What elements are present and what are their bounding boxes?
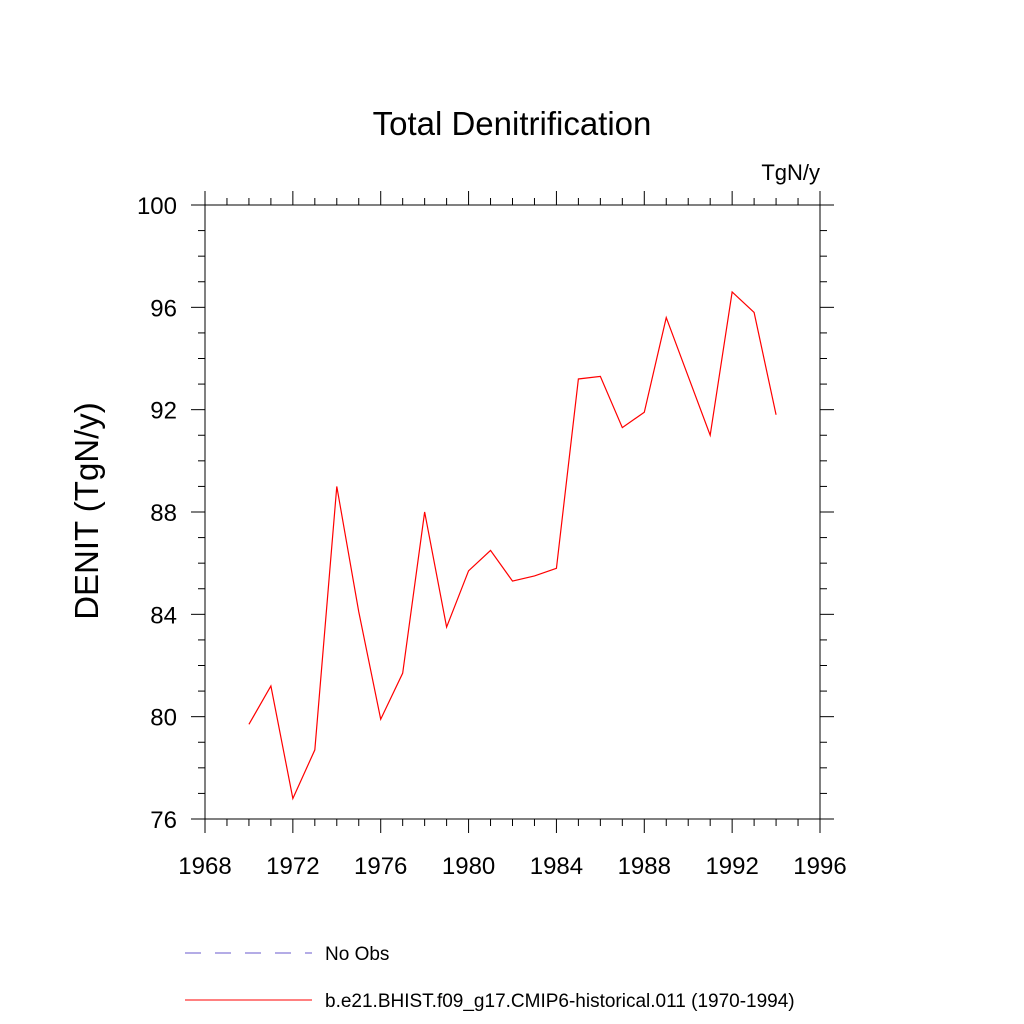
legend-label-no-obs: No Obs [325, 944, 389, 965]
x-tick-label: 1976 [354, 853, 407, 880]
y-tick-label: 92 [150, 398, 177, 425]
y-tick-label: 88 [150, 500, 177, 527]
x-tick-label: 1996 [793, 853, 846, 880]
plot-series [248, 290, 777, 801]
series-line [248, 290, 777, 801]
x-tick-label: 1980 [442, 853, 495, 880]
legend: No Obs b.e21.BHIST.f09_g17.CMIP6-histori… [185, 944, 795, 1012]
chart-title: Total Denitrification [373, 105, 652, 142]
x-tick-label: 1992 [705, 853, 758, 880]
legend-label-model: b.e21.BHIST.f09_g17.CMIP6-historical.011… [325, 991, 795, 1012]
y-tick-label: 76 [150, 807, 177, 834]
y-tick-label: 96 [150, 295, 177, 322]
x-tick-label: 1972 [266, 853, 319, 880]
plot-frame [204, 204, 821, 820]
y-tick-label: 80 [150, 705, 177, 732]
x-tick-label: 1988 [618, 853, 671, 880]
y-tick-label: 84 [150, 602, 177, 629]
x-tick-label: 1984 [530, 853, 583, 880]
plot-axes: 1968 1972 1976 1980 1984 1988 1992 1996 76 80 84 88… [137, 191, 847, 880]
units-label: TgN/y [761, 160, 820, 185]
y-tick-label: 100 [137, 193, 177, 220]
y-axis-label: DENIT (TgN/y) [68, 402, 105, 620]
x-tick-label: 1968 [178, 853, 231, 880]
